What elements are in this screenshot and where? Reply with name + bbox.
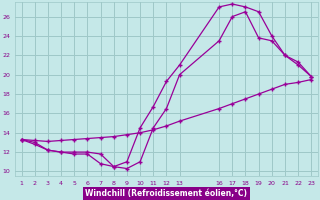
X-axis label: Windchill (Refroidissement éolien,°C): Windchill (Refroidissement éolien,°C): [85, 189, 247, 198]
